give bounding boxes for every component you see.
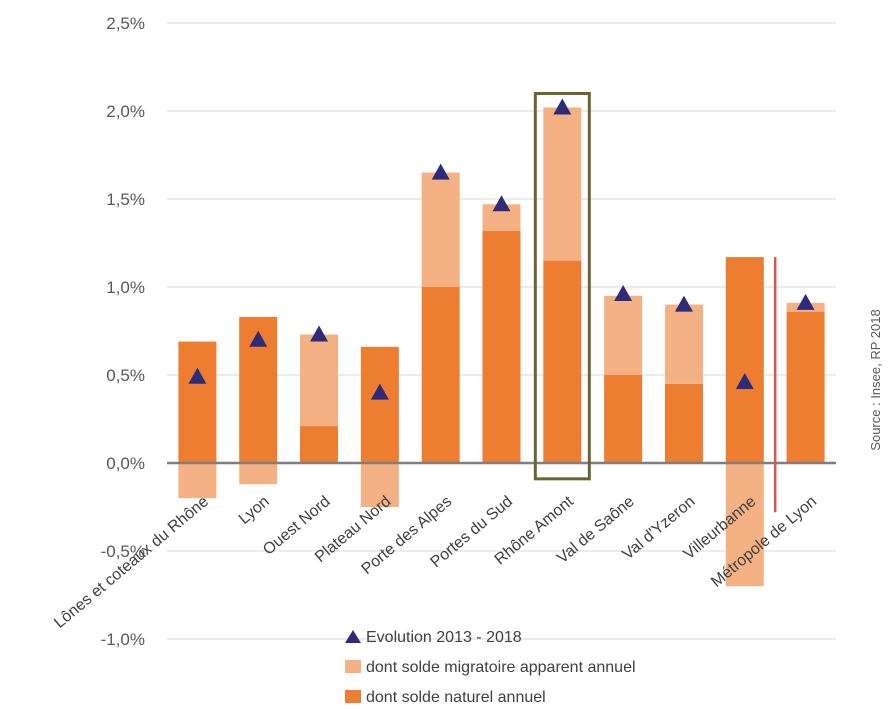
- bar-solde-naturel: [300, 426, 339, 463]
- bar-solde-migratoire: [604, 295, 643, 375]
- y-tick-label: 1,5%: [106, 190, 145, 209]
- legend-marker-triangle: [345, 630, 361, 643]
- bar-solde-naturel: [543, 260, 582, 463]
- bar-solde-naturel: [360, 346, 399, 463]
- bar-solde-naturel: [786, 311, 825, 463]
- bar-solde-naturel: [421, 287, 460, 463]
- bar-solde-migratoire: [178, 463, 217, 499]
- bar-solde-migratoire: [360, 463, 399, 507]
- evolution-marker: [553, 98, 572, 115]
- x-tick-label: Métropole de Lyon: [708, 493, 820, 591]
- legend-label: Evolution 2013 - 2018: [366, 629, 522, 646]
- x-tick-label: Lônes et coteaux du Rhône: [51, 493, 212, 632]
- bar-solde-migratoire: [421, 172, 460, 287]
- highlight-box: [533, 91, 591, 481]
- bar-solde-migratoire: [239, 463, 278, 485]
- legend-swatch: [345, 690, 361, 703]
- y-tick-label: -0,5%: [101, 542, 145, 561]
- legend-label: dont solde migratoire apparent annuel: [366, 659, 636, 676]
- y-tick-label: -1,0%: [101, 630, 145, 649]
- evolution-marker: [310, 325, 329, 342]
- y-tick-label: 0,0%: [106, 454, 145, 473]
- y-axis-ticks: 2,5% 2,0% 1,5% 1,0% 0,5% 0,0% -0,5% -1,0%: [101, 14, 145, 649]
- evolution-marker: [735, 373, 754, 390]
- bar-solde-migratoire: [664, 304, 703, 384]
- evolution-marker: [370, 383, 389, 400]
- bar-solde-naturel: [725, 257, 764, 463]
- evolution-marker: [796, 293, 815, 310]
- evolution-marker: [188, 367, 207, 384]
- bar-solde-migratoire: [725, 463, 764, 587]
- y-tick-label: 0,5%: [106, 366, 145, 385]
- bar-solde-naturel: [482, 230, 521, 463]
- bar-solde-naturel: [664, 383, 703, 463]
- bar-solde-naturel: [178, 341, 217, 463]
- legend-swatch: [345, 660, 361, 673]
- x-tick-label: Lyon: [236, 493, 273, 528]
- legend-label: dont solde naturel annuel: [366, 689, 546, 706]
- source-note: Source : Insee, RP 2018: [868, 309, 883, 450]
- bars: [178, 107, 825, 587]
- bar-solde-migratoire: [543, 107, 582, 261]
- y-tick-label: 1,0%: [106, 278, 145, 297]
- overlay: [533, 91, 777, 513]
- evolution-markers: [188, 98, 815, 400]
- evolution-marker: [249, 330, 268, 347]
- evolution-marker: [674, 295, 693, 312]
- evolution-marker: [431, 163, 450, 180]
- legend: Evolution 2013 - 2018 dont solde migratoi…: [345, 629, 636, 706]
- evolution-marker: [492, 195, 511, 212]
- bar-solde-migratoire: [300, 334, 339, 427]
- y-tick-label: 2,0%: [106, 102, 145, 121]
- y-tick-label: 2,5%: [106, 14, 145, 33]
- bar-solde-naturel: [604, 375, 643, 463]
- evolution-marker: [614, 285, 633, 302]
